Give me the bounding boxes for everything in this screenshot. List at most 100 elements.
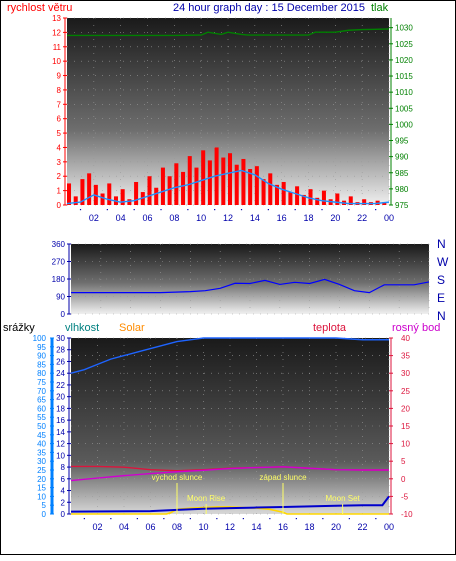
humidity-tick-label: 14	[56, 428, 65, 437]
hour-tick-label: 02	[89, 213, 99, 223]
wind-tick-label: 7	[57, 100, 62, 109]
event-marker-label: východ slunce	[152, 473, 203, 482]
wind-tick-label: 9	[57, 72, 62, 81]
wind-bar	[154, 187, 159, 205]
humidity-tick-label: 12	[56, 440, 65, 449]
hour-minor-tick	[163, 518, 165, 520]
rain-tick-label: 60	[37, 404, 46, 413]
wind-tick-label: 1	[57, 187, 62, 196]
hour-tick-label: 22	[357, 213, 367, 223]
hour-tick-label: 04	[116, 213, 126, 223]
wind-bar	[274, 184, 279, 205]
direction-tick-label: 180	[52, 275, 66, 284]
wind-bar	[67, 183, 72, 205]
hour-minor-tick	[83, 518, 85, 520]
hour-minor-tick	[189, 518, 191, 520]
event-marker-label: Moon Set	[326, 494, 361, 503]
rain-tick-label: 65	[37, 396, 46, 405]
hour-minor-tick	[267, 209, 269, 211]
wind-bar	[127, 199, 132, 205]
hour-minor-tick	[160, 209, 162, 211]
temperature-tick-label: 40	[401, 334, 410, 343]
hour-tick-label: 00	[384, 522, 394, 532]
rain-tick-label: 25	[37, 466, 46, 475]
wind-bar	[362, 199, 367, 205]
wind-bar	[221, 157, 226, 205]
wind-tick-label: 0	[57, 201, 62, 210]
hour-minor-tick	[216, 518, 218, 520]
rain-line	[70, 495, 390, 513]
wind-tick-label: 6	[57, 115, 62, 124]
rain-tick-label: 20	[37, 475, 46, 484]
pressure-line	[67, 28, 390, 37]
humidity-tick-label: 26	[56, 357, 65, 366]
rain-tick-label: 0	[42, 510, 47, 519]
pressure-tick-label: 980	[395, 185, 409, 194]
event-marker-label: západ slunce	[259, 473, 307, 482]
rain-label: srážky	[3, 322, 35, 334]
pressure-tick-label: 1005	[395, 104, 413, 113]
wind-bar	[315, 197, 320, 205]
wind-bar	[228, 153, 233, 205]
rain-tick-label: 15	[37, 484, 46, 493]
wind-direction-line	[71, 278, 430, 294]
wind-bar	[207, 160, 212, 205]
dewpoint-line	[70, 466, 389, 482]
hour-tick-label: 10	[198, 522, 208, 532]
wind-bar	[321, 190, 326, 205]
wind-bar	[187, 156, 192, 205]
temperature-tick-label: 15	[401, 422, 410, 431]
hour-minor-tick	[375, 518, 377, 520]
temperature-tick-label: 20	[401, 404, 410, 413]
hour-minor-tick	[79, 209, 82, 211]
wind-bar	[241, 158, 246, 205]
rain-tick-label: 70	[37, 387, 46, 396]
humidity-tick-label: 30	[56, 334, 65, 343]
pressure-tick-label: 1030	[395, 24, 413, 33]
wind-bar	[234, 164, 239, 205]
hour-tick-label: 18	[304, 522, 314, 532]
pressure-tick-label: 990	[395, 153, 409, 162]
pressure-tick-label: 1000	[395, 120, 413, 129]
hour-minor-tick	[348, 518, 350, 520]
wind-bar	[167, 176, 172, 205]
temperature-label: teplota	[313, 322, 347, 334]
humidity-tick-label: 4	[61, 487, 66, 496]
humidity-tick-label: 28	[56, 346, 65, 355]
wind-bar	[160, 167, 165, 205]
wind-tick-label: 13	[52, 14, 61, 23]
hour-tick-label: 14	[251, 522, 261, 532]
rain-tick-label: 30	[37, 457, 46, 466]
graph-title: 24 hour graph day : 15 December 2015	[173, 2, 365, 14]
wind-bar	[120, 189, 125, 205]
wind-bar	[281, 181, 286, 205]
direction-tick-label: 270	[52, 258, 66, 267]
average-wind-line	[66, 169, 390, 205]
hour-tick-label: 06	[145, 522, 155, 532]
pressure-tick-label: 1015	[395, 72, 413, 81]
compass-label: S	[437, 273, 445, 287]
wind-bar	[335, 193, 340, 205]
hour-tick-label: 14	[250, 213, 260, 223]
pressure-tick-label: 1020	[395, 56, 413, 65]
temperature-tick-label: 5	[401, 457, 406, 466]
solar-line	[71, 506, 389, 515]
wind-tick-label: 8	[57, 86, 62, 95]
pressure-tick-label: 985	[395, 169, 409, 178]
hour-tick-label: 22	[357, 522, 367, 532]
humidity-tick-label: 10	[56, 451, 65, 460]
temperature-tick-label: 10	[401, 440, 410, 449]
humidity-tick-label: 16	[56, 416, 65, 425]
hour-tick-label: 16	[277, 213, 287, 223]
wind-bar	[181, 171, 186, 205]
wind-bar	[248, 169, 253, 205]
solar-label: Solar	[119, 322, 145, 334]
compass-label: N	[437, 237, 446, 251]
hour-minor-tick	[214, 209, 216, 211]
rain-tick-label: 5	[42, 501, 47, 510]
wind-tick-label: 11	[53, 43, 62, 52]
rain-tick-label: 95	[37, 343, 46, 352]
hour-tick-label: 20	[330, 213, 340, 223]
